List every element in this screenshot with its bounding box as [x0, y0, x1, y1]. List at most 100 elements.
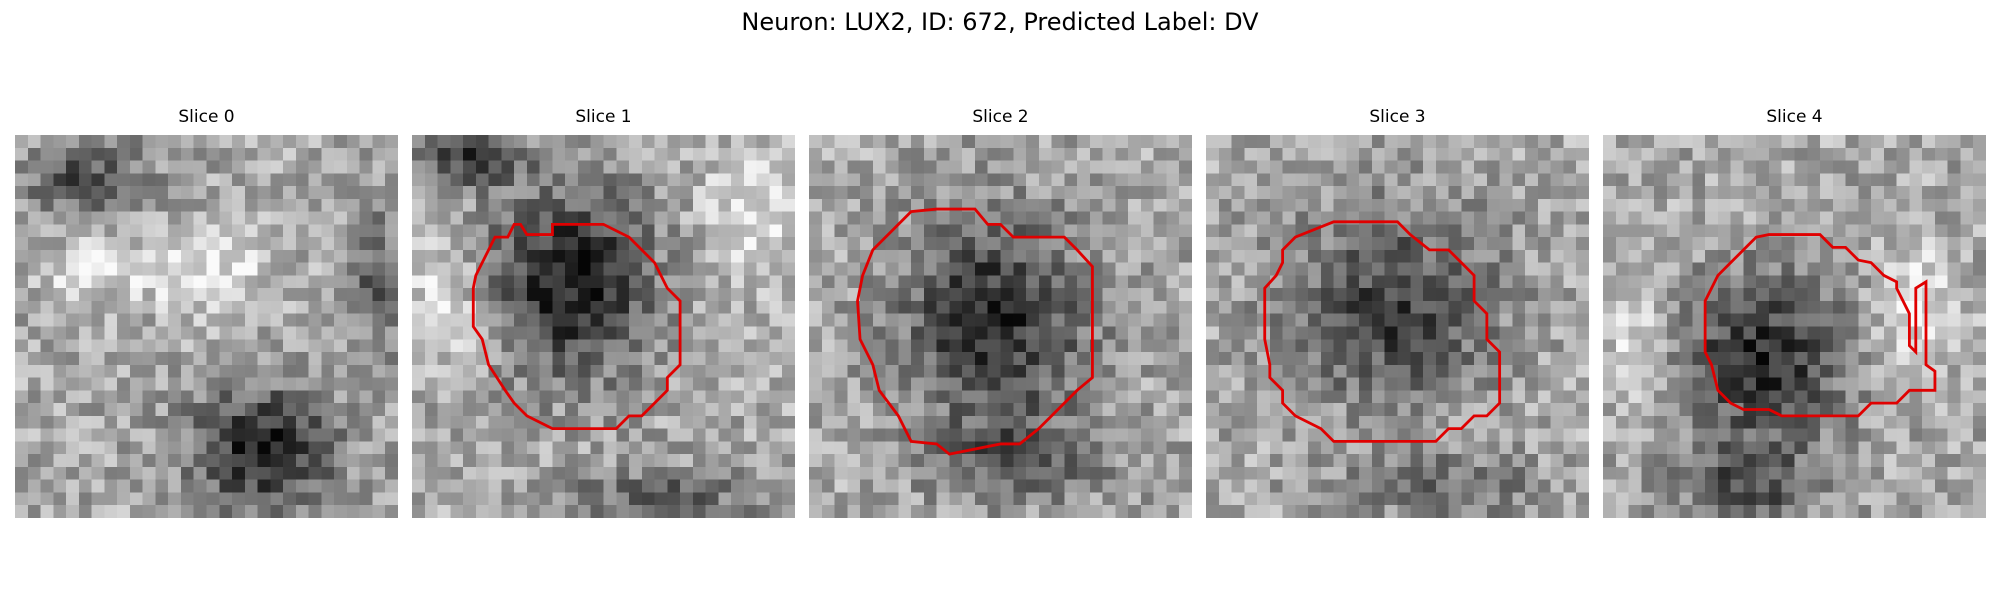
- image-pixel: [1550, 505, 1564, 518]
- image-pixel: [718, 249, 732, 263]
- image-pixel: [1026, 492, 1040, 506]
- image-pixel: [1973, 224, 1986, 238]
- image-pixel: [1832, 364, 1846, 378]
- image-pixel: [463, 237, 477, 251]
- image-pixel: [1346, 364, 1360, 378]
- image-pixel: [705, 403, 719, 417]
- image-pixel: [450, 211, 464, 225]
- image-pixel: [809, 441, 823, 455]
- image-pixel: [1576, 428, 1589, 442]
- image-pixel: [1794, 160, 1808, 174]
- image-pixel: [1537, 186, 1551, 200]
- image-pixel: [1845, 505, 1859, 518]
- image-pixel: [27, 237, 41, 251]
- image-pixel: [782, 326, 795, 340]
- image-pixel: [1550, 288, 1564, 302]
- image-pixel: [1231, 288, 1245, 302]
- image-pixel: [898, 160, 912, 174]
- image-pixel: [1512, 173, 1526, 187]
- image-pixel: [1384, 428, 1398, 442]
- image-pixel: [270, 288, 284, 302]
- image-pixel: [1295, 505, 1309, 518]
- image-pixel: [1858, 352, 1872, 366]
- image-pixel: [1781, 492, 1795, 506]
- image-pixel: [1563, 198, 1577, 212]
- image-pixel: [1832, 186, 1846, 200]
- image-pixel: [641, 441, 655, 455]
- image-pixel: [295, 492, 309, 506]
- image-pixel: [78, 441, 92, 455]
- image-pixel: [270, 237, 284, 251]
- image-pixel: [769, 237, 783, 251]
- image-pixel: [91, 390, 105, 404]
- image-pixel: [577, 403, 591, 417]
- image-pixel: [257, 441, 271, 455]
- image-pixel: [1486, 237, 1500, 251]
- image-pixel: [923, 275, 937, 289]
- image-pixel: [346, 198, 360, 212]
- image-pixel: [1179, 262, 1192, 276]
- image-pixel: [1166, 339, 1180, 353]
- image-pixel: [1883, 352, 1897, 366]
- image-pixel: [359, 300, 373, 314]
- image-pixel: [334, 377, 348, 391]
- image-pixel: [206, 198, 220, 212]
- image-pixel: [412, 186, 426, 200]
- image-pixel: [437, 441, 451, 455]
- image-pixel: [1410, 147, 1424, 161]
- image-pixel: [1768, 313, 1782, 327]
- image-pixel: [1603, 186, 1617, 200]
- image-pixel: [1359, 262, 1373, 276]
- image-pixel: [692, 505, 706, 518]
- image-pixel: [616, 377, 630, 391]
- image-pixel: [66, 198, 80, 212]
- image-pixel: [936, 479, 950, 493]
- image-pixel: [743, 135, 757, 149]
- image-pixel: [27, 211, 41, 225]
- image-pixel: [1666, 237, 1680, 251]
- image-pixel: [475, 428, 489, 442]
- image-pixel: [782, 479, 795, 493]
- image-pixel: [488, 249, 502, 263]
- image-pixel: [66, 466, 80, 480]
- image-pixel: [283, 441, 297, 455]
- image-pixel: [936, 300, 950, 314]
- image-pixel: [923, 224, 937, 238]
- image-pixel: [295, 466, 309, 480]
- image-pixel: [180, 454, 194, 468]
- image-pixel: [117, 198, 131, 212]
- image-pixel: [872, 135, 886, 149]
- image-pixel: [552, 377, 566, 391]
- image-pixel: [334, 262, 348, 276]
- image-pixel: [1410, 300, 1424, 314]
- image-pixel: [731, 479, 745, 493]
- image-pixel: [1333, 173, 1347, 187]
- image-pixel: [334, 186, 348, 200]
- image-pixel: [1717, 160, 1731, 174]
- image-pixel: [1282, 173, 1296, 187]
- image-pixel: [1102, 262, 1116, 276]
- image-pixel: [1257, 466, 1271, 480]
- image-pixel: [104, 186, 118, 200]
- image-pixel: [1153, 415, 1167, 429]
- image-pixel: [1973, 326, 1986, 340]
- image-pixel: [1717, 300, 1731, 314]
- image-pixel: [872, 211, 886, 225]
- image-pixel: [334, 224, 348, 238]
- image-pixel: [1333, 160, 1347, 174]
- image-pixel: [1077, 237, 1091, 251]
- image-pixel: [346, 403, 360, 417]
- image-pixel: [1909, 173, 1923, 187]
- image-pixel: [1973, 275, 1986, 289]
- image-pixel: [15, 428, 29, 442]
- image-pixel: [692, 300, 706, 314]
- image-pixel: [1333, 352, 1347, 366]
- image-pixel: [667, 173, 681, 187]
- image-pixel: [1807, 160, 1821, 174]
- image-pixel: [15, 377, 29, 391]
- image-pixel: [1537, 403, 1551, 417]
- image-pixel: [1550, 466, 1564, 480]
- image-pixel: [1717, 326, 1731, 340]
- image-pixel: [1166, 237, 1180, 251]
- image-pixel: [565, 224, 579, 238]
